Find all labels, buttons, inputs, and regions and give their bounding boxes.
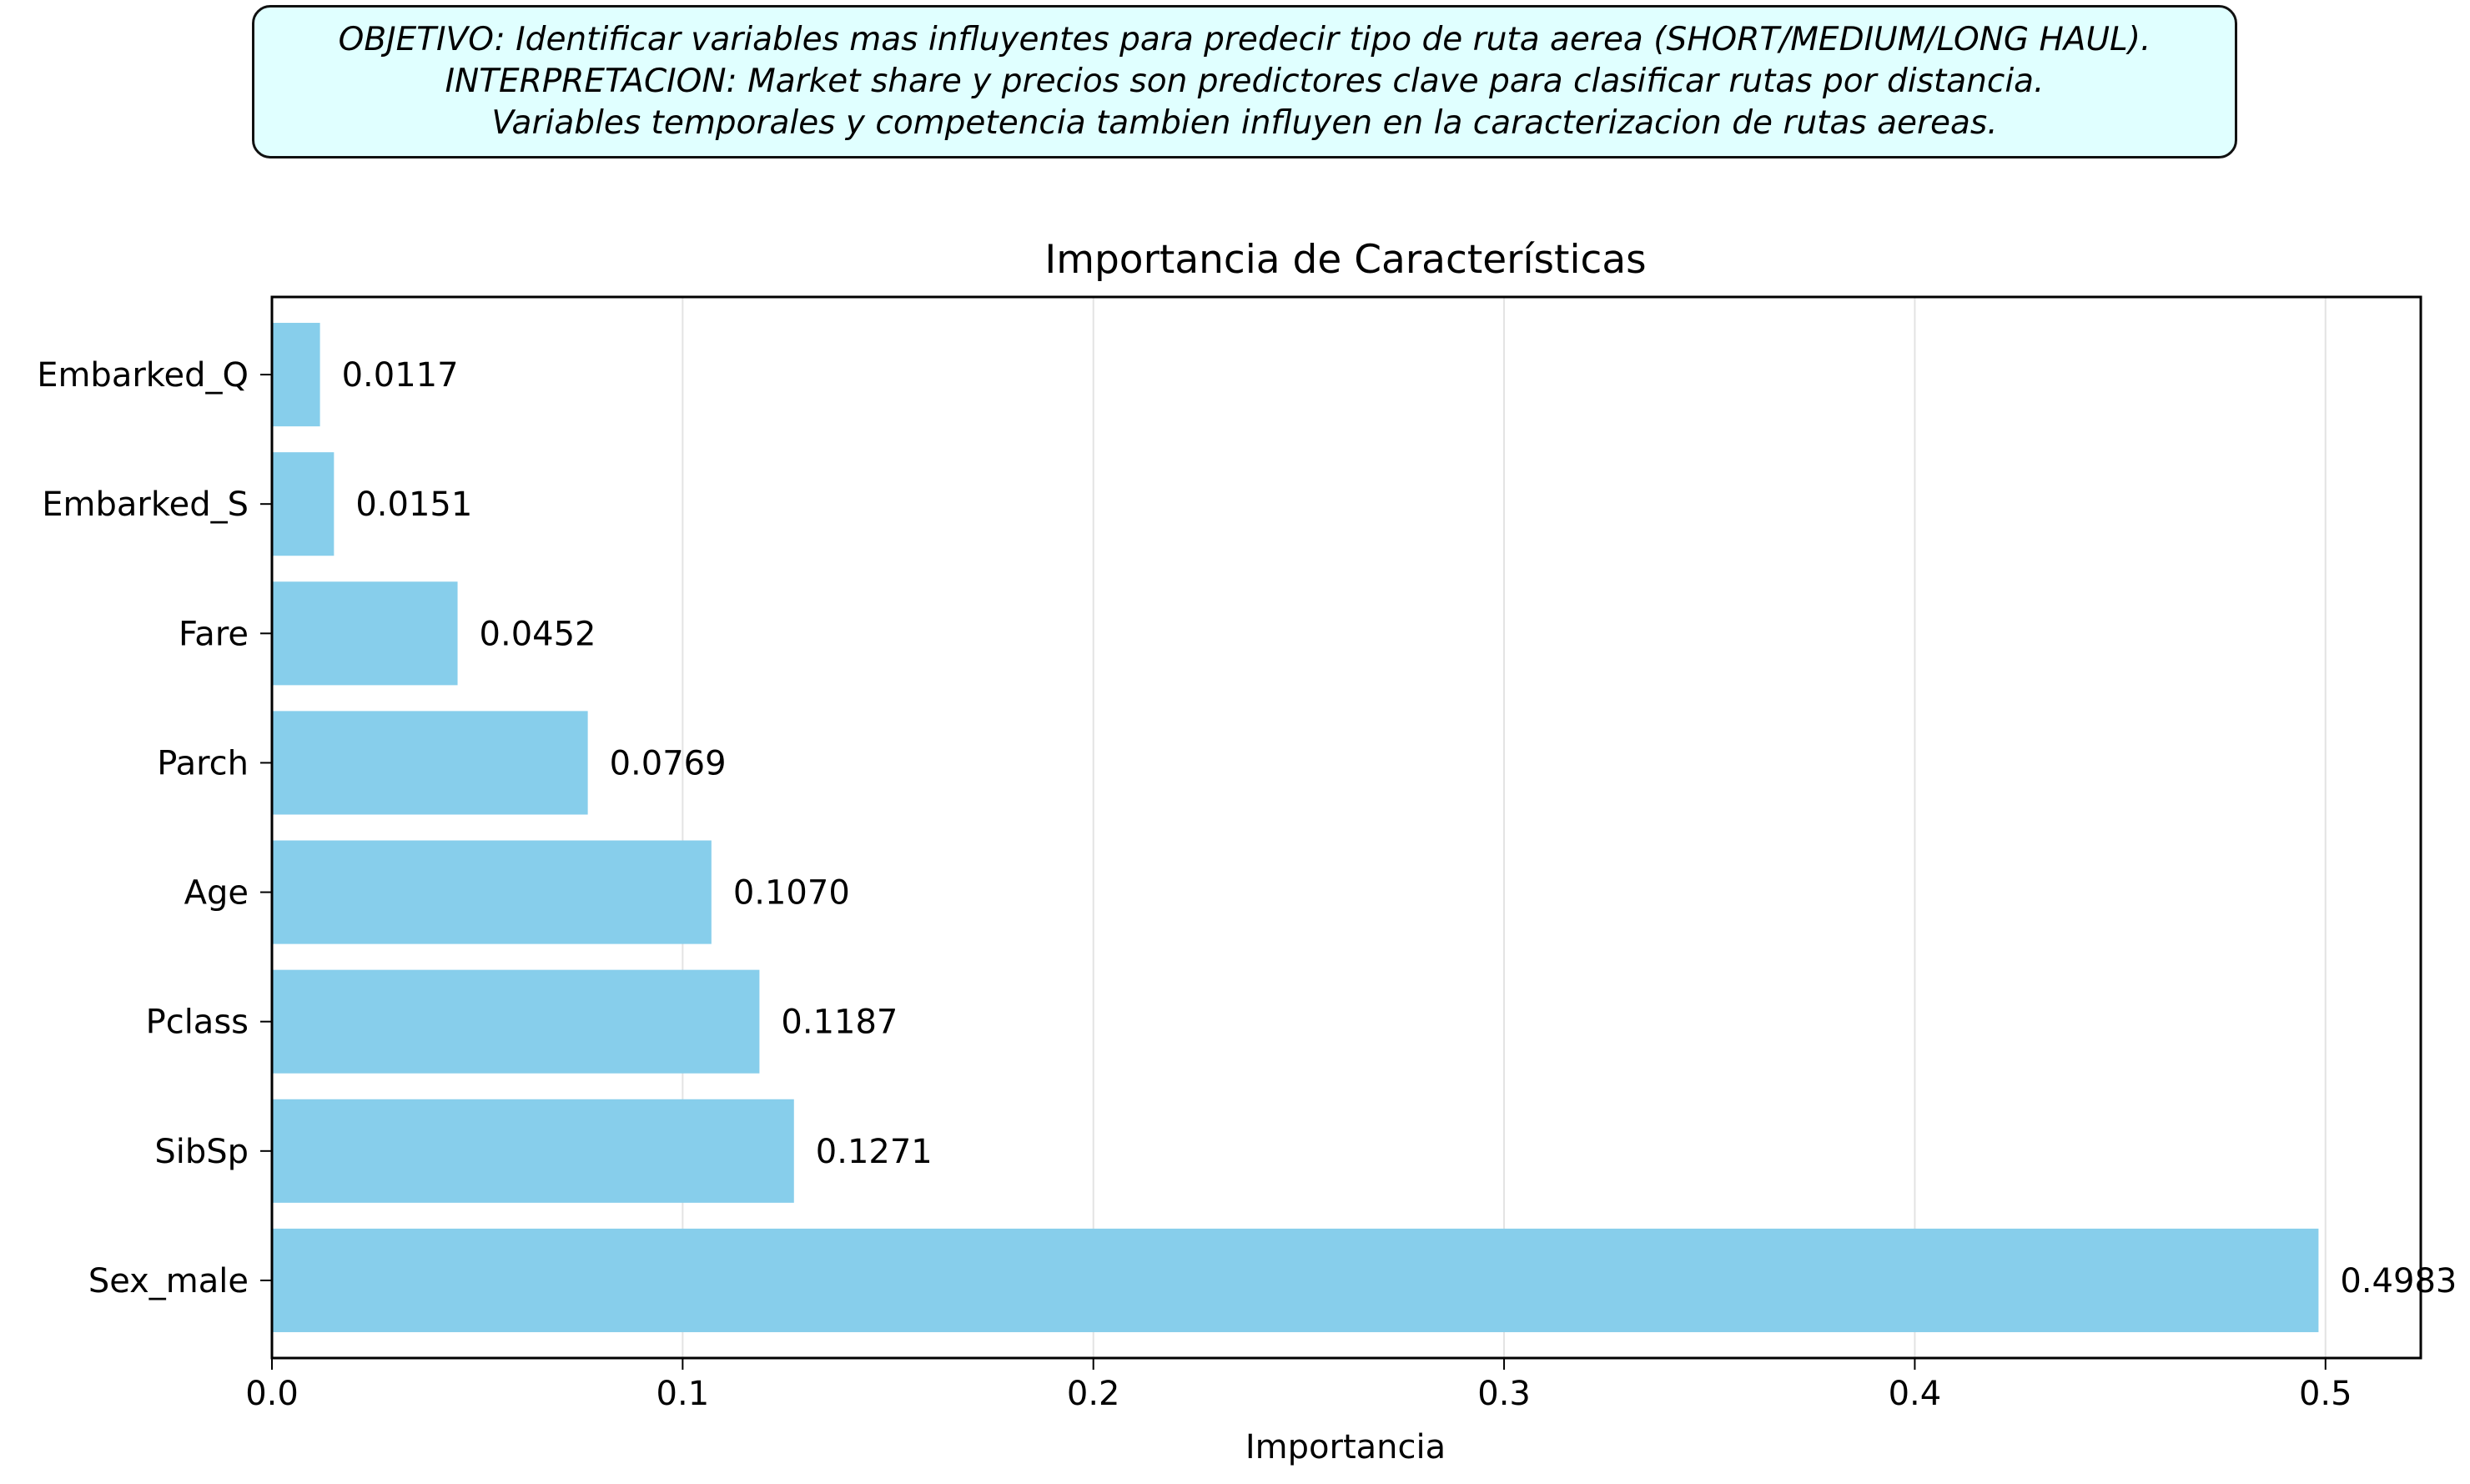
y-tick-label: Embarked_Q [37,356,249,395]
bar-value-label: 0.0769 [610,744,727,782]
annotation-line-objective: OBJETIVO: Identificar variables mas infl… [338,21,2151,58]
y-tick-label: Parch [157,744,249,782]
y-tick-label: Embarked_S [42,485,249,524]
bar-value-label: 0.0452 [480,615,596,653]
bar [272,711,588,815]
x-tick-label: 0.1 [656,1375,710,1413]
y-tick-label: Sex_male [88,1262,249,1300]
bar [272,840,712,944]
y-axis-ticks: Embarked_Q Embarked_S Fare Parch Age Pclass Si… [37,356,272,1300]
bar-value-label: 0.1271 [816,1133,933,1171]
bar [272,1099,794,1203]
bars [272,323,2319,1332]
bar [272,1228,2319,1332]
bar-value-label: 0.0151 [355,485,472,524]
annotation-line-variables: Variables temporales y competencia tambi… [491,104,1998,142]
chart-title: Importancia de Características [1044,237,1646,283]
bar-value-label: 0.1070 [733,874,850,913]
plot-frame [270,295,2422,1360]
annotation-box: OBJETIVO: Identificar variables mas infl… [252,5,2237,158]
x-tick-label: 0.3 [1477,1375,1531,1413]
bar [272,323,320,427]
x-tick-label: 0.0 [245,1375,299,1413]
bar [272,581,458,686]
bar [272,969,760,1074]
bar [272,452,335,556]
y-tick-label: Age [184,874,249,913]
x-tick-label: 0.2 [1067,1375,1120,1413]
annotation-line-interpretation: INTERPRETACION: Market share y precios s… [445,63,2045,100]
x-axis-label: Importancia [1245,1428,1446,1466]
x-axis-ticks: 0.0 0.1 0.2 0.3 0.4 0.5 [245,1358,2352,1413]
bar-value-label: 0.0117 [342,356,459,395]
bar-value-labels: 0.0117 0.0151 0.0452 0.0769 0.1070 0.1187 0.12… [342,356,2457,1300]
x-tick-label: 0.5 [2299,1375,2352,1413]
x-tick-label: 0.4 [1889,1375,1942,1413]
y-tick-label: SibSp [154,1133,249,1171]
y-tick-label: Pclass [146,1004,249,1042]
bar-value-label: 0.1187 [781,1004,898,1042]
y-tick-label: Fare [179,615,249,653]
bar-value-label: 0.4983 [2340,1262,2457,1300]
